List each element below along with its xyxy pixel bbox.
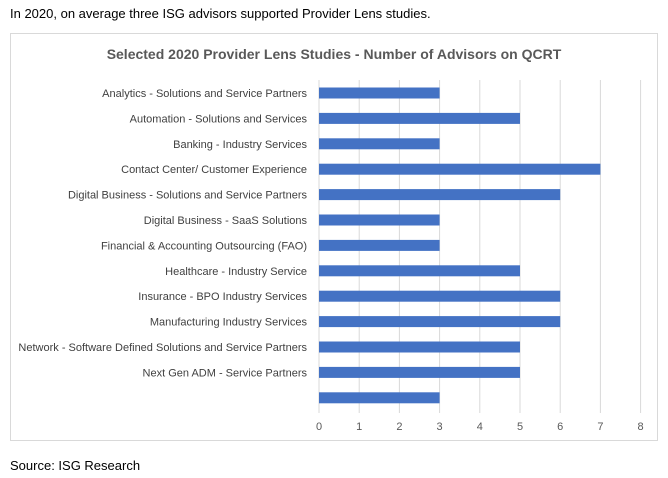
chart-caption: In 2020, on average three ISG advisors s…	[10, 6, 431, 21]
category-label-11: Next Gen ADM - Service Partners	[143, 367, 308, 379]
bar-7	[319, 265, 520, 277]
bar-5	[319, 214, 440, 226]
category-labels: Analytics - Solutions and Service Partne…	[18, 88, 307, 379]
bar-1	[319, 112, 520, 124]
x-tick-5: 5	[517, 421, 523, 433]
category-label-5: Digital Business - SaaS Solutions	[144, 215, 308, 227]
x-tick-labels: 0 1 2 3 4 5 6 7 8	[316, 421, 644, 433]
category-label-4: Digital Business - Solutions and Service…	[68, 190, 308, 202]
category-label-2: Banking - Industry Services	[173, 139, 307, 151]
category-label-7: Healthcare - Industry Service	[165, 266, 307, 278]
x-tick-4: 4	[477, 421, 483, 433]
category-label-9: Manufacturing Industry Services	[150, 317, 308, 329]
bar-8	[319, 290, 561, 302]
x-tick-7: 7	[597, 421, 603, 433]
x-tick-0: 0	[316, 421, 322, 433]
bar-11	[319, 366, 520, 378]
category-label-1: Automation - Solutions and Services	[130, 113, 308, 125]
x-tick-2: 2	[396, 421, 402, 433]
category-label-0: Analytics - Solutions and Service Partne…	[102, 88, 307, 100]
x-tick-8: 8	[638, 421, 644, 433]
bar-3	[319, 163, 601, 175]
source-note: Source: ISG Research	[10, 458, 141, 473]
bar-2	[319, 138, 440, 150]
x-tick-3: 3	[437, 421, 443, 433]
bars	[319, 87, 601, 404]
bar-6	[319, 239, 440, 251]
category-label-6: Financial & Accounting Outsourcing (FAO)	[101, 240, 307, 252]
bar-0	[319, 87, 440, 99]
bar-9	[319, 316, 561, 328]
bar-10	[319, 341, 520, 353]
bar-12	[319, 392, 440, 404]
bar-4	[319, 189, 561, 201]
chart-title: Selected 2020 Provider Lens Studies - Nu…	[107, 46, 562, 62]
category-label-8: Insurance - BPO Industry Services	[138, 291, 307, 303]
category-label-10: Network - Software Defined Solutions and…	[18, 342, 307, 354]
category-label-3: Contact Center/ Customer Experience	[121, 164, 307, 176]
x-tick-6: 6	[557, 421, 563, 433]
x-tick-1: 1	[356, 421, 362, 433]
